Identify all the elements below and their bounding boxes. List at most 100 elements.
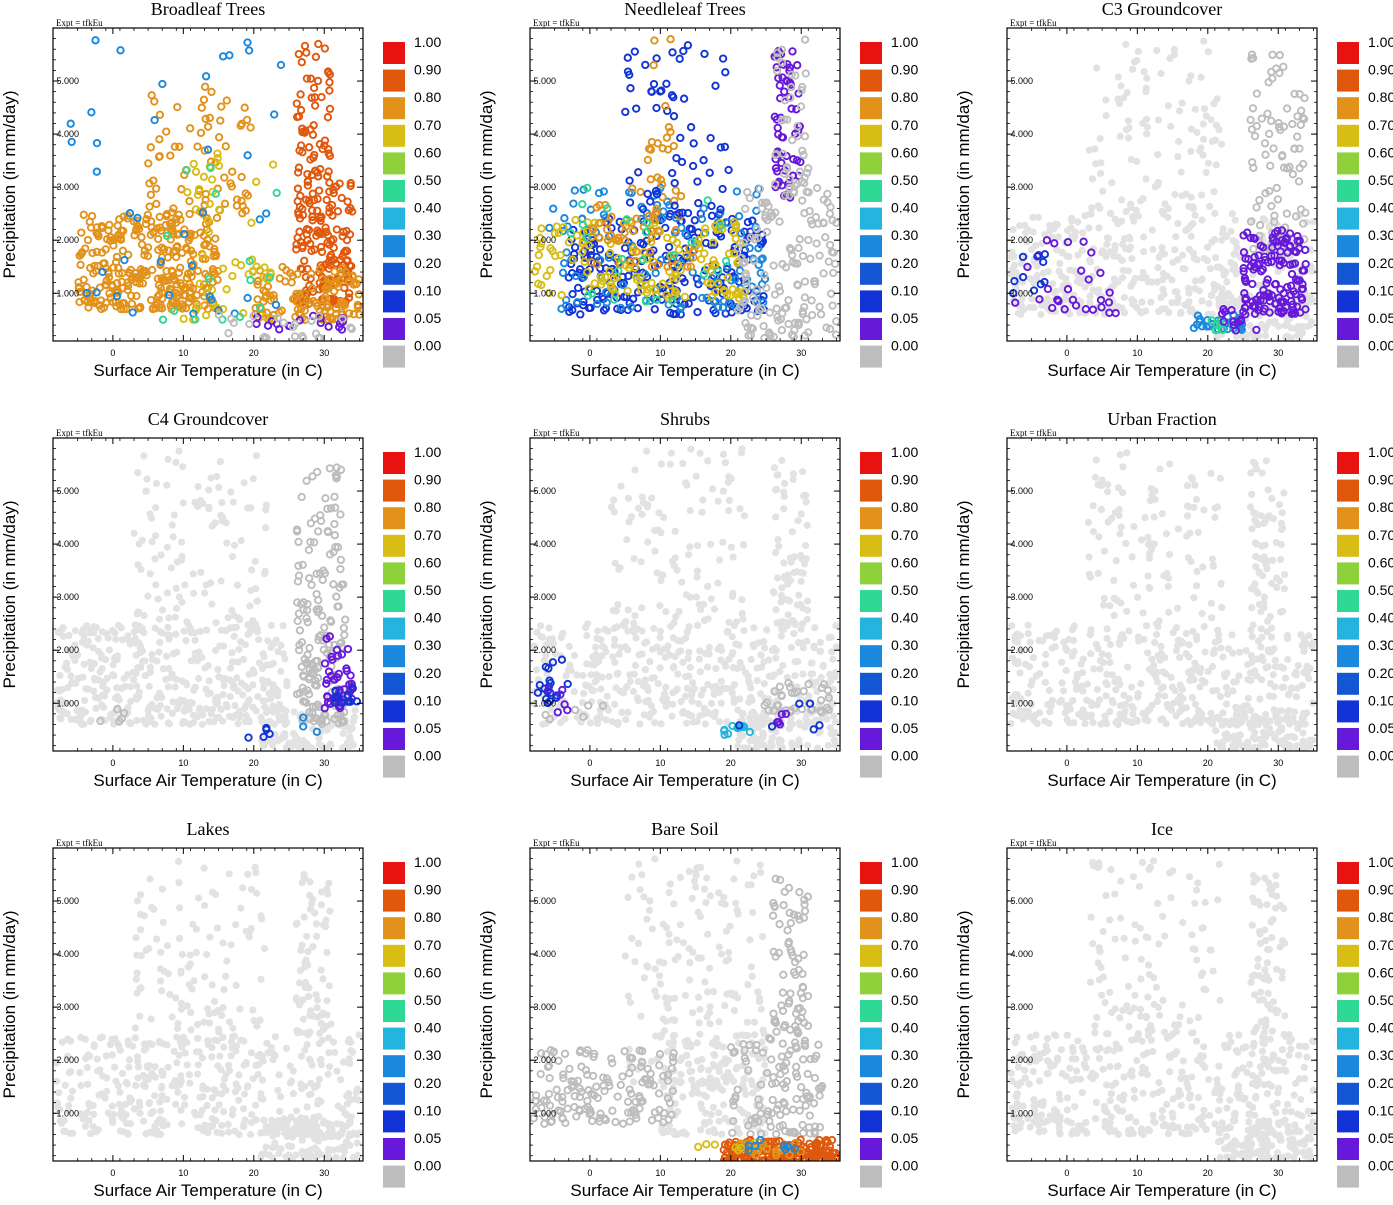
- data-point: [1250, 105, 1256, 111]
- data-point: [611, 701, 618, 708]
- data-point: [1125, 134, 1132, 141]
- data-point: [133, 652, 140, 659]
- data-point: [327, 106, 333, 112]
- data-point: [669, 49, 675, 55]
- data-point: [218, 103, 224, 109]
- data-point: [1115, 278, 1122, 285]
- data-point: [833, 332, 839, 338]
- data-point: [630, 620, 637, 627]
- data-point: [826, 258, 832, 264]
- data-point: [772, 291, 778, 297]
- data-point: [173, 585, 180, 592]
- data-point: [337, 566, 343, 572]
- data-point: [693, 473, 700, 480]
- data-point: [271, 111, 277, 117]
- data-point: [60, 624, 67, 631]
- colorbar-label: 0.60: [414, 554, 441, 570]
- data-point: [1247, 117, 1253, 123]
- data-point: [227, 488, 234, 495]
- data-point: [664, 135, 670, 141]
- data-point: [777, 684, 783, 690]
- data-point: [648, 710, 655, 717]
- data-point: [326, 79, 332, 85]
- data-point: [832, 622, 839, 629]
- data-point: [253, 179, 259, 185]
- x-axis-label: Surface Air Temperature (in C): [570, 361, 799, 380]
- data-point: [797, 236, 803, 242]
- data-point: [325, 114, 331, 120]
- y-tick-label: 4.000: [56, 539, 79, 549]
- data-point: [306, 575, 312, 581]
- data-point: [148, 192, 154, 198]
- colorbar-swatch: [1337, 290, 1359, 312]
- data-point: [789, 528, 796, 535]
- data-point: [1259, 115, 1265, 121]
- data-point: [719, 539, 726, 546]
- data-point: [148, 297, 154, 303]
- data-point: [597, 713, 604, 720]
- data-point: [630, 688, 637, 695]
- data-point: [1179, 192, 1186, 199]
- colorbar-swatch: [383, 728, 405, 750]
- colorbar-swatch: [860, 97, 882, 119]
- y-tick-label: 4.000: [56, 129, 79, 139]
- colorbar-swatch: [383, 700, 405, 722]
- data-point: [1218, 141, 1225, 148]
- data-point: [222, 627, 229, 634]
- data-point: [1074, 218, 1081, 225]
- data-point: [252, 558, 259, 565]
- data-point: [694, 568, 701, 575]
- data-point: [638, 604, 645, 611]
- data-point: [267, 695, 274, 702]
- data-point: [208, 89, 214, 95]
- data-point: [794, 601, 801, 608]
- data-point: [1104, 234, 1111, 241]
- y-tick-label: 2.000: [1010, 235, 1033, 245]
- data-point: [728, 544, 735, 551]
- data-point: [707, 135, 713, 141]
- data-point: [214, 215, 220, 221]
- data-point: [1275, 196, 1281, 202]
- data-point: [85, 686, 92, 693]
- data-point: [767, 309, 773, 315]
- data-point: [136, 540, 143, 547]
- data-point: [229, 553, 236, 560]
- data-point: [217, 117, 223, 123]
- data-point: [322, 660, 328, 666]
- colorbar-swatch: [383, 618, 405, 640]
- data-point: [1128, 296, 1135, 303]
- data-point: [169, 698, 176, 705]
- data-point: [115, 222, 121, 228]
- colorbar-swatch: [1337, 125, 1359, 147]
- data-point: [802, 492, 809, 499]
- data-point: [1205, 48, 1212, 55]
- data-point: [709, 213, 715, 219]
- data-point: [704, 664, 711, 671]
- data-point: [1212, 254, 1219, 261]
- colorbar-swatch: [1337, 42, 1359, 64]
- data-point: [181, 316, 187, 322]
- data-point: [639, 511, 646, 518]
- data-point: [166, 674, 173, 681]
- data-point: [1268, 118, 1274, 124]
- data-point: [346, 734, 353, 741]
- data-point: [679, 460, 686, 467]
- data-point: [60, 708, 67, 715]
- data-point: [267, 644, 274, 651]
- data-point: [112, 636, 119, 643]
- data-point: [1118, 196, 1125, 203]
- data-point: [765, 656, 772, 663]
- colorbar-label: 1.00: [414, 444, 441, 460]
- data-point: [1037, 311, 1044, 318]
- data-point: [1294, 134, 1300, 140]
- data-point: [277, 668, 284, 675]
- data-point: [197, 569, 204, 576]
- data-point: [226, 713, 233, 720]
- data-point: [293, 739, 300, 746]
- data-point: [676, 247, 682, 253]
- data-point: [179, 250, 185, 256]
- data-point: [1086, 257, 1093, 264]
- data-point: [642, 62, 648, 68]
- x-tick-label: 10: [1132, 348, 1142, 358]
